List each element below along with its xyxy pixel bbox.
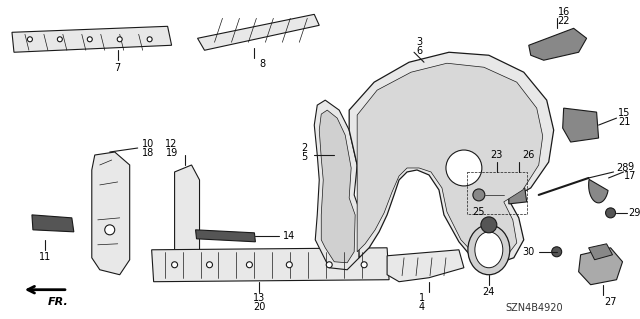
Text: 18: 18 xyxy=(141,148,154,158)
Polygon shape xyxy=(589,244,612,260)
Circle shape xyxy=(87,37,92,42)
Text: 10: 10 xyxy=(141,139,154,149)
Polygon shape xyxy=(579,248,623,285)
Polygon shape xyxy=(319,110,355,263)
Polygon shape xyxy=(314,100,361,270)
Circle shape xyxy=(246,262,252,268)
Text: 28: 28 xyxy=(616,163,628,173)
Circle shape xyxy=(361,262,367,268)
Text: 14: 14 xyxy=(283,231,296,241)
Circle shape xyxy=(605,208,616,218)
Text: 21: 21 xyxy=(618,117,630,127)
Bar xyxy=(467,172,527,214)
Text: 5: 5 xyxy=(301,152,307,162)
Text: 13: 13 xyxy=(253,293,266,303)
Text: 2: 2 xyxy=(301,143,307,153)
Circle shape xyxy=(446,150,482,186)
Text: 3: 3 xyxy=(416,37,422,47)
Circle shape xyxy=(473,189,485,201)
Text: 15: 15 xyxy=(618,108,630,118)
Text: 4: 4 xyxy=(419,302,425,312)
Circle shape xyxy=(207,262,212,268)
Polygon shape xyxy=(152,248,389,282)
Text: 27: 27 xyxy=(604,297,617,307)
Text: 16: 16 xyxy=(557,7,570,17)
Polygon shape xyxy=(589,179,608,203)
Text: 19: 19 xyxy=(166,148,178,158)
Polygon shape xyxy=(92,152,130,275)
Polygon shape xyxy=(465,218,511,234)
Text: FR.: FR. xyxy=(47,297,68,307)
Polygon shape xyxy=(32,215,74,232)
Text: 30: 30 xyxy=(523,247,535,257)
Text: 1: 1 xyxy=(419,293,425,303)
Text: 23: 23 xyxy=(491,150,503,160)
Ellipse shape xyxy=(468,225,510,275)
Polygon shape xyxy=(529,28,587,60)
Text: 8: 8 xyxy=(259,59,266,69)
Text: 11: 11 xyxy=(39,252,51,262)
Circle shape xyxy=(117,37,122,42)
Text: 22: 22 xyxy=(557,16,570,26)
Polygon shape xyxy=(196,230,255,242)
Text: 7: 7 xyxy=(115,63,121,73)
Polygon shape xyxy=(563,108,598,142)
Polygon shape xyxy=(175,165,200,268)
Circle shape xyxy=(147,37,152,42)
Text: 29: 29 xyxy=(628,208,640,218)
Polygon shape xyxy=(349,52,554,265)
Polygon shape xyxy=(509,188,527,204)
Circle shape xyxy=(481,217,497,233)
Circle shape xyxy=(28,37,33,42)
Text: 17: 17 xyxy=(625,171,637,181)
Text: 9: 9 xyxy=(627,162,634,172)
Text: 24: 24 xyxy=(483,287,495,297)
Polygon shape xyxy=(198,14,319,50)
Text: 26: 26 xyxy=(523,150,535,160)
Circle shape xyxy=(58,37,62,42)
Text: SZN4B4920: SZN4B4920 xyxy=(505,303,563,313)
Circle shape xyxy=(172,262,177,268)
Polygon shape xyxy=(387,250,464,282)
Circle shape xyxy=(326,262,332,268)
Text: 6: 6 xyxy=(416,46,422,56)
Text: 25: 25 xyxy=(472,207,485,217)
Ellipse shape xyxy=(475,232,503,268)
Polygon shape xyxy=(12,26,172,52)
Polygon shape xyxy=(357,63,543,261)
Circle shape xyxy=(286,262,292,268)
Text: 12: 12 xyxy=(165,139,178,149)
Text: 20: 20 xyxy=(253,302,266,312)
Circle shape xyxy=(105,225,115,235)
Circle shape xyxy=(552,247,562,257)
